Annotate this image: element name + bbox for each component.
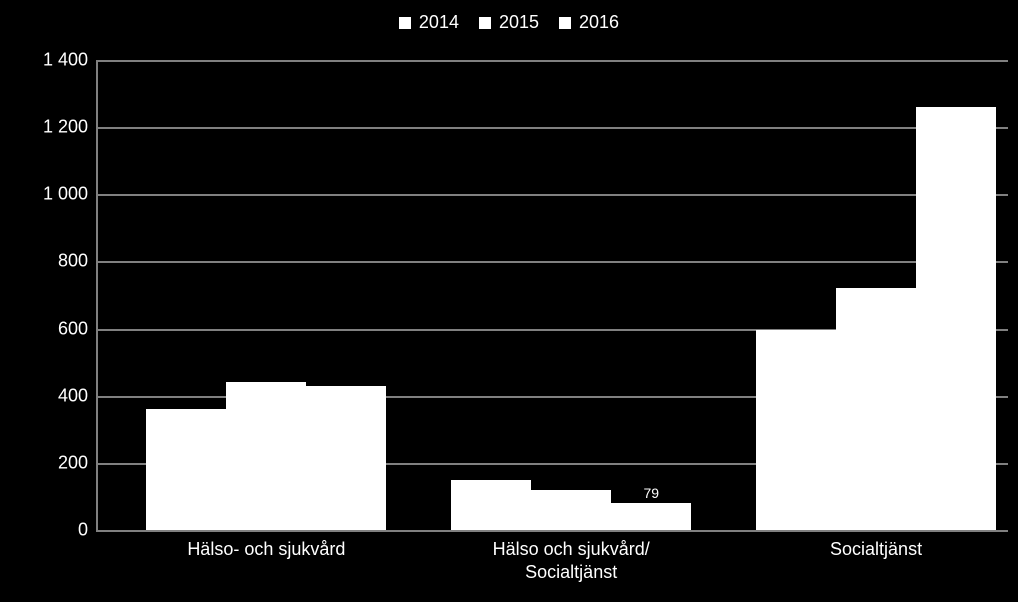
xcat-label-2: Socialtjänst bbox=[746, 538, 1006, 561]
legend: 2014 2015 2016 bbox=[0, 12, 1018, 34]
legend-item-2: 2016 bbox=[559, 12, 619, 33]
bar-2014-2 bbox=[756, 330, 836, 530]
ytick-label-0: 0 bbox=[18, 520, 88, 541]
ytick-label-200: 200 bbox=[18, 452, 88, 473]
bar-2016-1 bbox=[611, 503, 691, 530]
ytick-label-400: 400 bbox=[18, 385, 88, 406]
bar-value-label: 79 bbox=[643, 485, 659, 501]
legend-item-1: 2015 bbox=[479, 12, 539, 33]
legend-item-0: 2014 bbox=[399, 12, 459, 33]
ytick-label-1200: 1 200 bbox=[18, 117, 88, 138]
legend-label-0: 2014 bbox=[419, 12, 459, 33]
bar-2014-0 bbox=[146, 409, 226, 530]
bar-2014-1 bbox=[451, 480, 531, 530]
legend-swatch-1 bbox=[479, 17, 491, 29]
gridline-1400 bbox=[98, 60, 1008, 62]
bar-2016-2 bbox=[916, 107, 996, 530]
plot-area: 79Hälso- och sjukvårdHälso och sjukvård/… bbox=[96, 60, 1008, 532]
legend-label-2: 2016 bbox=[579, 12, 619, 33]
gridline-1000 bbox=[98, 194, 1008, 196]
legend-label-1: 2015 bbox=[499, 12, 539, 33]
bar-2015-0 bbox=[226, 382, 306, 530]
chart-stage: 201420152016 79Hälso- och sjukvårdHälso … bbox=[0, 0, 1018, 602]
gridline-1200 bbox=[98, 127, 1008, 129]
xcat-label-1: Hälso och sjukvård/Socialtjänst bbox=[441, 538, 701, 583]
ytick-label-1400: 1 400 bbox=[18, 50, 88, 71]
legend-swatch-0 bbox=[399, 17, 411, 29]
bar-2015-2 bbox=[836, 288, 916, 530]
ytick-label-600: 600 bbox=[18, 318, 88, 339]
bar-2016-0 bbox=[306, 386, 386, 530]
ytick-label-800: 800 bbox=[18, 251, 88, 272]
ytick-label-1000: 1 000 bbox=[18, 184, 88, 205]
legend-swatch-2 bbox=[559, 17, 571, 29]
gridline-800 bbox=[98, 261, 1008, 263]
bar-2015-1 bbox=[531, 490, 611, 530]
xcat-label-0: Hälso- och sjukvård bbox=[136, 538, 396, 561]
